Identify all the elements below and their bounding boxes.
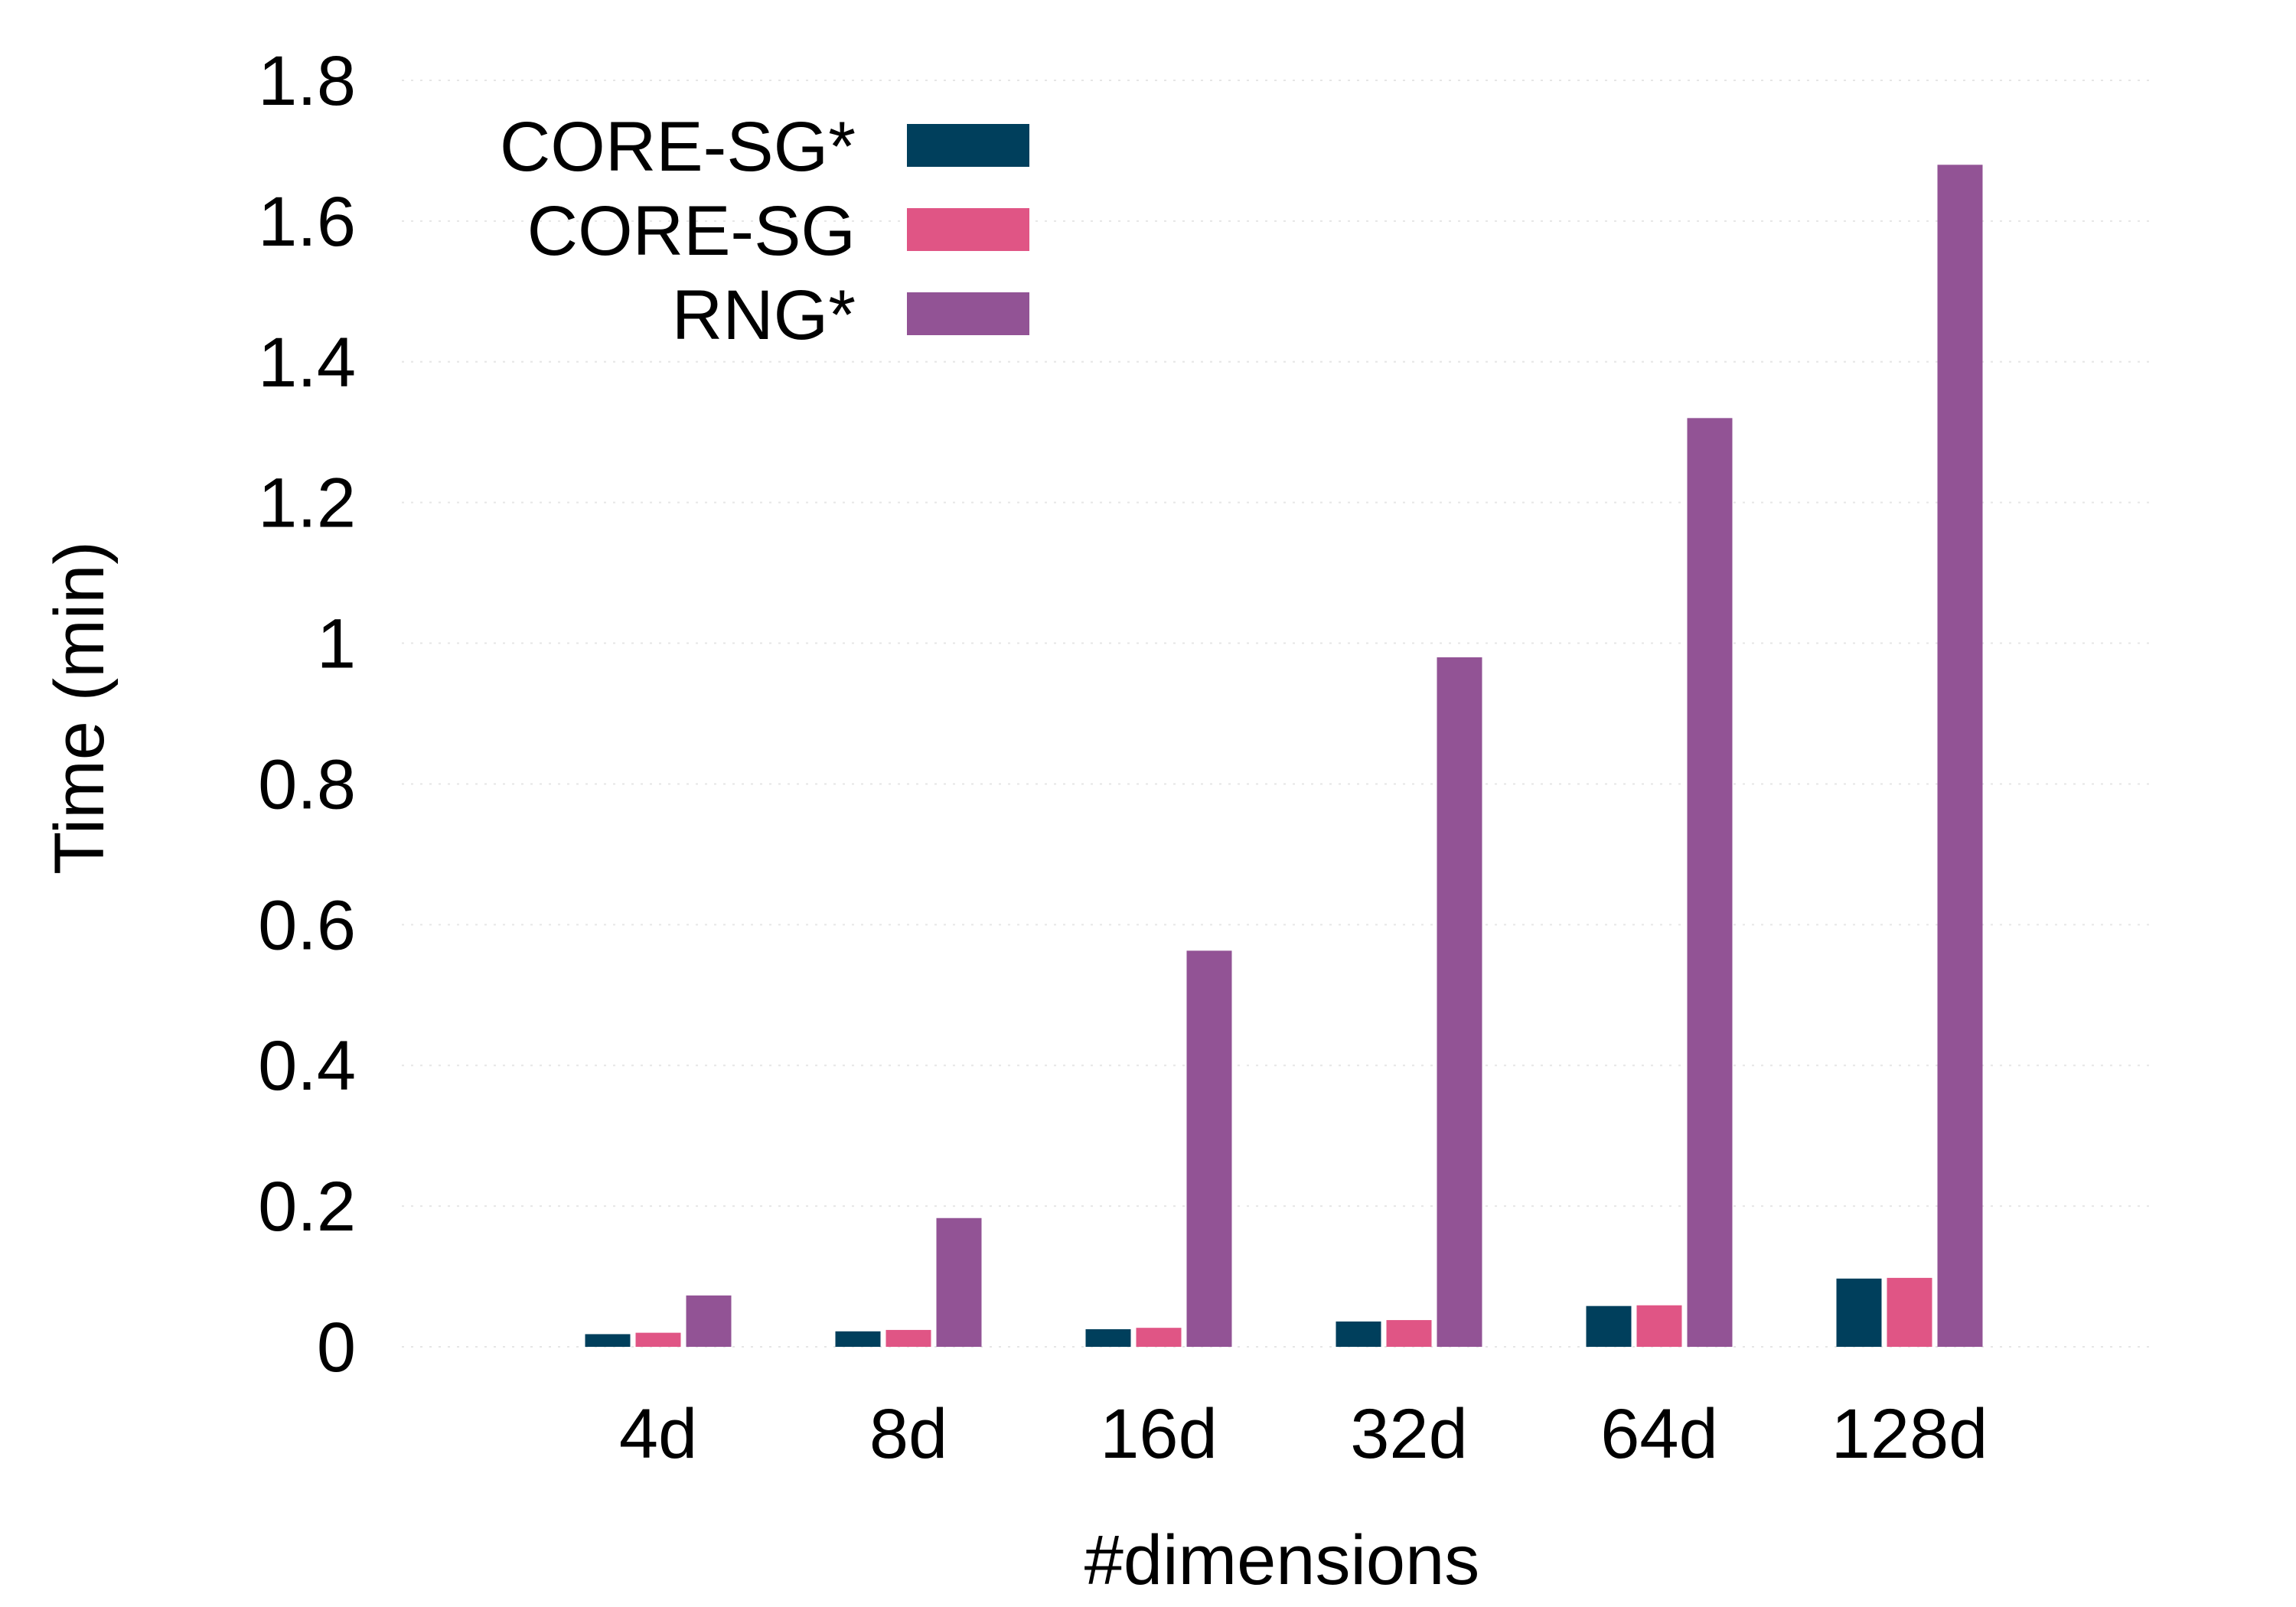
x-axis-title: #dimensions — [1084, 1521, 1480, 1599]
y-axis-ticks: 0 0.2 0.4 0.6 0.8 1 1.2 1.4 1.6 1.8 — [258, 42, 356, 1387]
bar — [1937, 165, 1983, 1347]
legend-label: CORE-SG — [527, 192, 856, 270]
bar — [1186, 950, 1232, 1347]
bar — [585, 1334, 631, 1347]
y-tick-label: 0.2 — [258, 1168, 356, 1246]
x-tick-label: 8d — [869, 1395, 947, 1473]
y-tick-label: 1.4 — [258, 324, 356, 402]
bar — [686, 1295, 732, 1347]
bar — [635, 1332, 681, 1347]
legend-label: CORE-SG* — [500, 108, 856, 186]
legend-label: RNG* — [672, 276, 856, 354]
y-tick-label: 0.6 — [258, 886, 356, 964]
bar — [1836, 1278, 1882, 1347]
x-tick-label: 64d — [1600, 1395, 1718, 1473]
bars — [585, 165, 1983, 1348]
bar — [1687, 418, 1733, 1348]
bar — [885, 1329, 931, 1347]
y-tick-label: 0.8 — [258, 745, 356, 823]
x-tick-label: 128d — [1831, 1395, 1988, 1473]
bar — [1887, 1277, 1932, 1347]
y-tick-label: 1.6 — [258, 183, 356, 261]
y-tick-label: 1 — [317, 605, 356, 683]
bar — [1085, 1329, 1131, 1347]
x-tick-label: 16d — [1100, 1395, 1218, 1473]
x-tick-label: 32d — [1350, 1395, 1468, 1473]
y-tick-label: 0 — [317, 1309, 356, 1387]
y-tick-label: 1.8 — [258, 42, 356, 120]
y-tick-label: 0.4 — [258, 1027, 356, 1105]
x-axis-ticks: 4d 8d 16d 32d 64d 128d — [619, 1395, 1988, 1473]
legend-swatch — [907, 208, 1029, 251]
legend-swatch — [907, 124, 1029, 167]
y-axis-title: Time (min) — [41, 541, 119, 875]
bar — [835, 1331, 881, 1347]
bar — [1136, 1328, 1182, 1347]
bar — [1586, 1305, 1632, 1347]
bar — [1636, 1305, 1682, 1347]
bar — [1336, 1321, 1381, 1347]
bar — [936, 1217, 982, 1347]
x-tick-label: 4d — [619, 1395, 697, 1473]
y-tick-label: 1.2 — [258, 464, 356, 543]
grid-lines — [402, 80, 2154, 1348]
bar — [1386, 1320, 1432, 1347]
legend-swatch — [907, 292, 1029, 335]
bar — [1437, 657, 1482, 1347]
